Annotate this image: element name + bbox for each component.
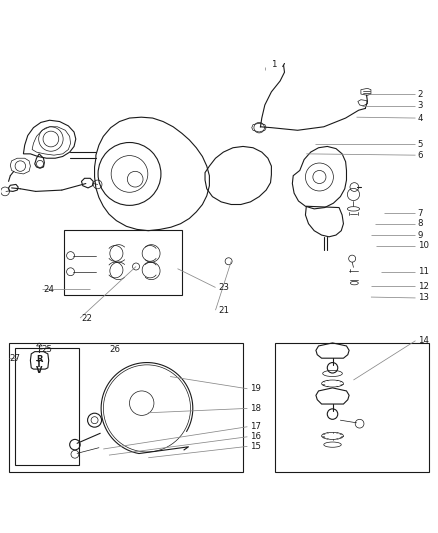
- Text: 22: 22: [81, 313, 92, 322]
- Text: 23: 23: [218, 283, 229, 292]
- Bar: [9, 343, 244, 472]
- Text: 3: 3: [418, 101, 423, 110]
- Text: 27: 27: [10, 354, 21, 362]
- Text: 18: 18: [250, 404, 261, 413]
- Bar: [64, 230, 182, 295]
- Text: 26: 26: [109, 345, 120, 354]
- Text: 24: 24: [43, 285, 54, 294]
- Text: 1: 1: [271, 60, 276, 69]
- Text: 16: 16: [250, 432, 261, 441]
- Text: 4: 4: [418, 114, 423, 123]
- Text: 11: 11: [418, 267, 429, 276]
- Text: T: T: [36, 360, 42, 369]
- Text: R: R: [36, 354, 42, 364]
- Text: 8: 8: [418, 219, 423, 228]
- Text: 21: 21: [218, 305, 229, 314]
- Text: 14: 14: [418, 336, 429, 345]
- Bar: [14, 348, 79, 465]
- Text: V: V: [36, 366, 42, 375]
- Text: 7: 7: [418, 209, 423, 218]
- Text: 19: 19: [250, 384, 261, 393]
- Text: 10: 10: [418, 241, 429, 250]
- Text: 9: 9: [418, 231, 423, 239]
- Text: 2: 2: [418, 90, 423, 99]
- Text: 6: 6: [418, 151, 423, 160]
- Text: 17: 17: [250, 422, 261, 431]
- Text: 15: 15: [250, 442, 261, 451]
- Bar: [275, 343, 428, 472]
- Text: 12: 12: [418, 281, 429, 290]
- Text: 25: 25: [41, 345, 52, 354]
- Text: 5: 5: [418, 140, 423, 149]
- Text: 13: 13: [418, 294, 429, 302]
